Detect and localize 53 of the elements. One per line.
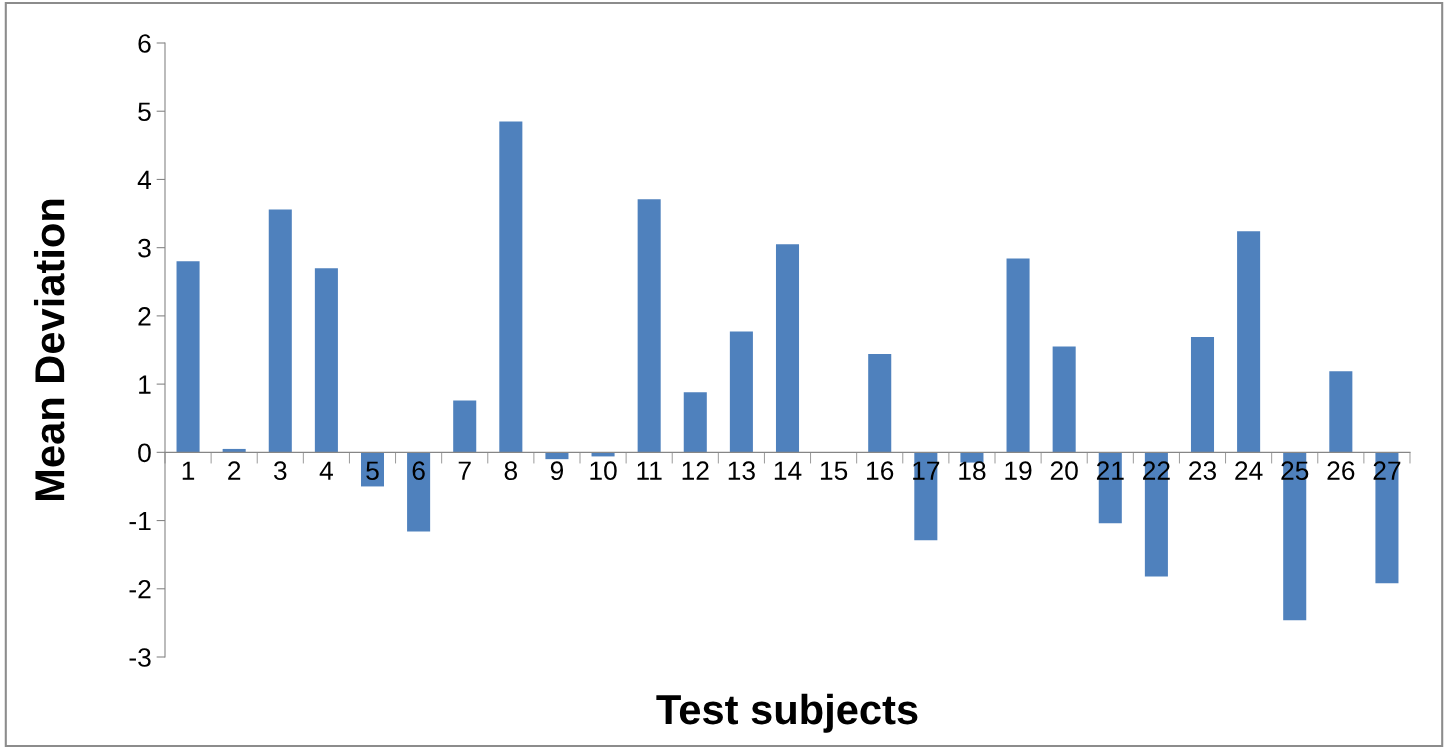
x-tick-label: 2 [228,461,241,480]
bar [407,452,431,532]
bar [314,268,338,453]
x-tick-label: 20 [1050,461,1078,481]
bar [775,244,800,453]
bar [1052,346,1076,453]
x-tick-label: 18 [959,461,986,481]
bar [1190,337,1215,453]
y-axis-title: Mean Deviation [33,199,65,501]
x-axis-title: Test subjects [656,693,918,733]
bar [1283,452,1307,621]
bar [1329,371,1353,453]
bar [499,121,523,453]
x-tick-label: 19 [1005,461,1032,481]
y-tick-label: 6 [138,34,151,53]
bar [637,199,661,453]
bar [176,261,200,453]
x-tick-label: 3 [273,461,287,481]
y-tick-label: 2 [138,307,151,326]
y-tick-label: 0 [138,443,151,463]
y-tick-label: 5 [138,102,151,122]
y-tick-label: 1 [139,375,151,394]
y-tick-label: 3 [138,238,151,258]
x-tick-label: 4 [319,461,333,480]
y-tick-label: -2 [129,579,151,599]
x-tick-label: 26 [1327,461,1355,481]
x-tick-label: 13 [728,461,755,481]
bar [268,209,292,453]
x-tick-label: 14 [774,461,802,480]
bar [453,400,477,453]
bar [1375,452,1399,584]
bar [868,354,892,453]
bar [960,452,984,463]
y-tick-label: -3 [129,648,151,667]
x-tick-label: 5 [366,461,379,481]
x-tick-label: 15 [820,461,848,481]
x-tick-label: 24 [1235,461,1263,480]
x-tick-label: 12 [682,461,709,480]
x-tick-label: 16 [867,461,894,481]
x-tick-label: 7 [458,461,471,480]
y-tick-label: 4 [137,170,152,190]
bar [683,392,707,453]
bar [729,331,753,453]
x-tick-label: 6 [412,461,425,481]
x-tick-label: 8 [504,461,518,481]
x-tick-label: 1 [182,461,195,480]
x-tick-label: 11 [637,461,662,480]
bar [1237,231,1261,453]
x-tick-label: 10 [590,461,617,481]
bar [1006,258,1030,453]
y-tick-label: -1 [129,511,151,531]
x-tick-label: 9 [550,461,564,481]
x-tick-label: 23 [1189,461,1217,481]
